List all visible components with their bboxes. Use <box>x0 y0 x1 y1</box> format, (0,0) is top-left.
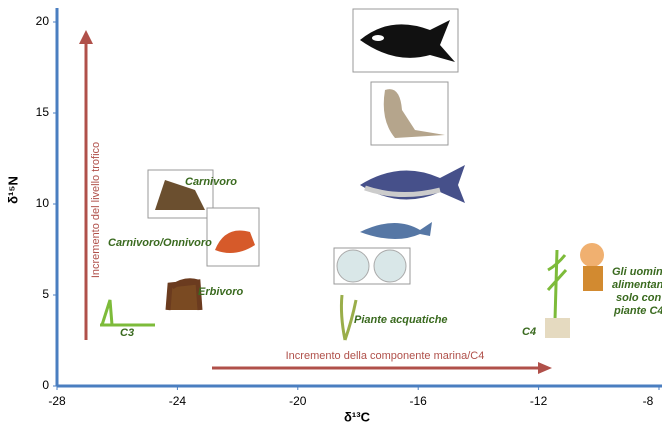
y-tick-label: 5 <box>42 287 49 301</box>
annotation: Carnivoro <box>185 176 237 188</box>
x-tick-label: -8 <box>643 394 654 408</box>
annotation: Erbivoro <box>198 286 244 298</box>
annotation: alimentano <box>612 279 662 291</box>
annotation: Gli uomini s <box>612 266 662 278</box>
annotation: C4 <box>522 326 536 338</box>
arrow-label: Incremento del livello trofico <box>90 142 102 278</box>
arrow-head <box>79 30 93 44</box>
x-tick-label: -24 <box>169 394 187 408</box>
y-tick-label: 0 <box>42 378 49 392</box>
y-tick-label: 20 <box>36 14 50 28</box>
annotation: Carnivoro/Onnivoro <box>108 237 212 249</box>
annotation: piante C4 <box>613 305 662 317</box>
x-tick-label: -20 <box>289 394 307 408</box>
annotation: solo con <box>616 292 662 304</box>
y-axis-label: δ¹⁵N <box>5 176 20 204</box>
arrow-head <box>538 362 552 374</box>
annotation: C3 <box>120 327 134 339</box>
x-tick-label: -28 <box>48 394 66 408</box>
y-tick-label: 10 <box>36 196 50 210</box>
x-tick-label: -12 <box>530 394 548 408</box>
illustrations <box>100 8 604 341</box>
x-tick-label: -16 <box>410 394 428 408</box>
x-axis-label: δ¹³C <box>344 409 371 424</box>
annotation: Piante acquatiche <box>354 314 448 326</box>
y-tick-label: 15 <box>36 105 50 119</box>
arrow-label: Incremento della componente marina/C4 <box>286 350 485 362</box>
